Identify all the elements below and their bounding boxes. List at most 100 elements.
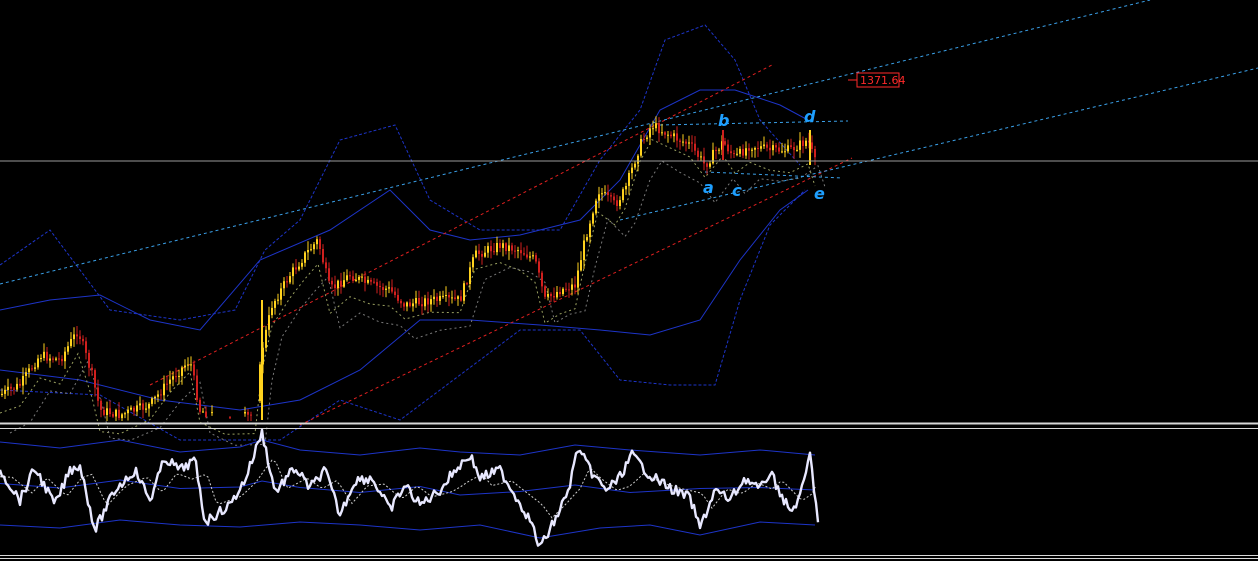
candle-body <box>103 409 105 415</box>
candle-body <box>679 140 681 142</box>
candle-body <box>538 261 540 273</box>
candle-body <box>529 256 531 258</box>
candle-body <box>421 304 423 307</box>
candle-body <box>403 303 405 307</box>
candle-body <box>304 252 306 263</box>
candle-body <box>367 279 369 283</box>
candle-body <box>580 260 582 271</box>
candle-body <box>106 408 108 415</box>
candle-body <box>175 376 177 378</box>
candle-body <box>478 250 480 254</box>
candle-body <box>298 266 300 270</box>
candlestick-series <box>1 116 816 421</box>
candle-body <box>706 163 708 167</box>
channel-red-lower <box>299 157 853 426</box>
candle-body <box>496 243 498 253</box>
candle-body <box>658 123 660 134</box>
candle-body <box>544 286 546 297</box>
candle-body <box>97 387 99 401</box>
candle-body <box>598 194 600 201</box>
candle-body <box>160 394 162 396</box>
candle-body <box>739 148 741 154</box>
candle-body <box>784 151 786 153</box>
candle-body <box>25 372 27 376</box>
candle-body <box>547 293 549 297</box>
candle-body <box>634 163 636 168</box>
wave-label-e: e <box>814 184 825 203</box>
candle-body <box>670 134 672 137</box>
candle-body <box>583 240 585 261</box>
candle-body <box>577 270 579 288</box>
candle-body <box>748 148 750 151</box>
candle-body <box>589 223 591 238</box>
candle-body <box>613 196 615 201</box>
channel-blue-upper <box>0 0 1151 285</box>
candle-body <box>343 280 345 287</box>
candle-body <box>283 281 285 289</box>
candle-body <box>151 398 153 404</box>
candle-body <box>7 386 9 390</box>
osc-band-upper <box>0 439 816 456</box>
candle-body <box>460 296 462 301</box>
candle-body <box>271 307 273 316</box>
candle-body <box>115 409 117 417</box>
candle-body <box>472 257 474 268</box>
candle-body <box>1 393 3 395</box>
candle-body <box>295 267 297 270</box>
candle-body <box>604 192 606 194</box>
candle-body <box>259 364 261 401</box>
candle-body <box>769 147 771 151</box>
candle-body <box>661 132 663 134</box>
candle-body <box>187 364 189 366</box>
candle-body <box>790 145 792 147</box>
candle-body <box>760 146 762 149</box>
price-tag-text: 1371.64 <box>860 74 906 87</box>
candle-body <box>493 251 495 253</box>
candle-body <box>667 134 669 136</box>
candle-body <box>310 249 312 251</box>
candle-body <box>70 339 72 347</box>
triangle-lower <box>704 171 843 179</box>
candle-body <box>433 296 435 300</box>
candle-body <box>517 250 519 252</box>
candle-body <box>265 329 267 348</box>
wave-label-c: c <box>732 181 742 200</box>
candle-body <box>385 288 387 290</box>
band-outer-upper <box>0 24 801 321</box>
candle-body <box>643 139 645 140</box>
candle-body <box>82 338 84 342</box>
candle-body <box>766 144 768 148</box>
candle-body <box>322 249 324 263</box>
osc-main-line <box>0 428 820 547</box>
candle-body <box>334 284 336 288</box>
candle-body <box>400 300 402 304</box>
candle-body <box>355 279 357 281</box>
candle-body <box>289 276 291 283</box>
candle-body <box>202 411 204 413</box>
candle-body <box>526 254 528 258</box>
candle-body <box>685 141 687 144</box>
candle-body <box>523 253 525 255</box>
candle-body <box>247 412 249 415</box>
candle-body <box>592 213 594 224</box>
candle-body <box>652 128 654 130</box>
candle-body <box>163 383 165 396</box>
candle-body <box>736 153 738 155</box>
candle-body <box>754 148 756 150</box>
candle-body <box>190 364 192 366</box>
candle-body <box>487 246 489 253</box>
channel-red-upper <box>149 64 773 386</box>
candle-body <box>475 250 477 258</box>
candle-body <box>463 283 465 301</box>
candle-body <box>499 243 501 248</box>
candle-body <box>154 396 156 399</box>
candle-body <box>391 287 393 292</box>
candle-body <box>274 300 276 308</box>
candle-body <box>55 358 57 360</box>
candle-body <box>484 252 486 257</box>
candle-body <box>565 288 567 290</box>
candle-body <box>193 364 195 376</box>
candle-body <box>325 262 327 269</box>
candle-body <box>370 279 372 282</box>
